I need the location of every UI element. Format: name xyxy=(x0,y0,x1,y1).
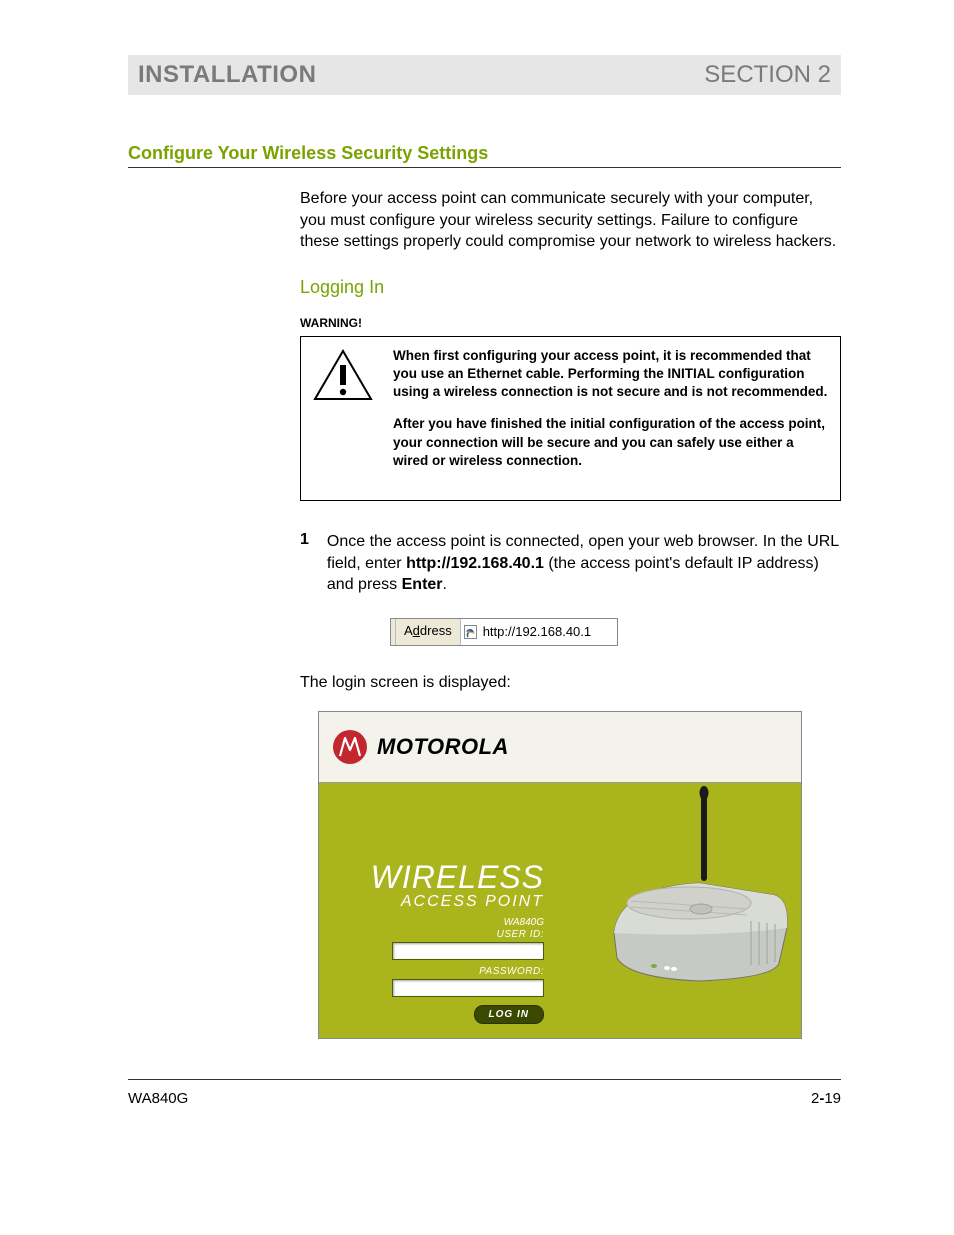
login-button[interactable]: LOG IN xyxy=(474,1005,544,1024)
step-number: 1 xyxy=(300,531,309,596)
address-bar-field[interactable]: http://192.168.40.1 xyxy=(461,619,617,645)
userid-input[interactable] xyxy=(392,942,544,960)
footer-left: WA840G xyxy=(128,1090,188,1107)
warning-paragraph-1: When first configuring your access point… xyxy=(393,347,828,402)
login-screenshot: MOTOROLA xyxy=(318,711,802,1039)
step-text-post: . xyxy=(443,576,447,593)
warning-paragraph-2: After you have finished the initial conf… xyxy=(393,415,828,470)
motorola-logo: MOTOROLA xyxy=(333,730,509,764)
warning-label: WARNING! xyxy=(300,316,841,330)
wireless-title-line2: ACCESS POINT xyxy=(371,893,544,911)
password-input[interactable] xyxy=(392,979,544,997)
header-title-right: SECTION 2 xyxy=(704,61,831,89)
warning-triangle-icon xyxy=(313,349,373,406)
login-fields: USER ID: PASSWORD: LOG IN xyxy=(392,923,544,1024)
footer-right: 2-19 xyxy=(811,1090,841,1107)
userid-label: USER ID: xyxy=(392,929,544,940)
motorola-m-badge-icon xyxy=(333,730,367,764)
step-enter-bold: Enter xyxy=(402,576,443,593)
address-bar-label: Address xyxy=(396,619,461,645)
page-header: INSTALLATION SECTION 2 xyxy=(128,55,841,95)
password-label: PASSWORD: xyxy=(392,966,544,977)
section-heading: Configure Your Wireless Security Setting… xyxy=(128,143,841,168)
header-title-left: INSTALLATION xyxy=(138,61,316,89)
warning-text: When first configuring your access point… xyxy=(393,347,828,490)
ie-page-icon xyxy=(463,624,479,640)
intro-paragraph: Before your access point can communicate… xyxy=(300,188,841,253)
step-body: Once the access point is connected, open… xyxy=(327,531,841,596)
login-header-bar: MOTOROLA xyxy=(319,712,801,783)
address-bar-url: http://192.168.40.1 xyxy=(483,624,591,639)
page-footer: WA840G 2-19 xyxy=(128,1079,841,1107)
step-url-bold: http://192.168.40.1 xyxy=(406,555,544,572)
wireless-title-block: WIRELESS ACCESS POINT WA840G xyxy=(371,861,544,928)
step-1: 1 Once the access point is connected, op… xyxy=(300,531,841,596)
login-body: WIRELESS ACCESS POINT WA840G USER ID: PA… xyxy=(319,783,801,1038)
wireless-title-line1: WIRELESS xyxy=(371,861,544,893)
subsection-heading-logging-in: Logging In xyxy=(300,277,841,298)
motorola-wordmark: MOTOROLA xyxy=(377,734,509,760)
address-bar[interactable]: Address http://192.168.40.1 xyxy=(390,618,618,646)
login-intro-text: The login screen is displayed: xyxy=(300,672,841,694)
warning-callout: When first configuring your access point… xyxy=(300,336,841,501)
